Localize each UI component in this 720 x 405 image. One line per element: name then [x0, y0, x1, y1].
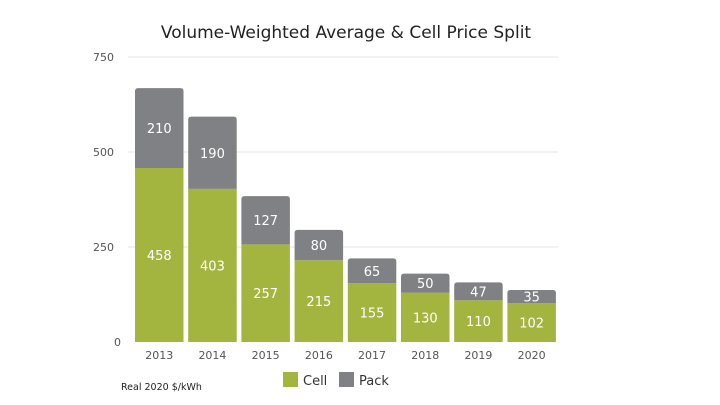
data-label: 458 [147, 249, 172, 264]
data-label: 190 [200, 147, 225, 162]
x-tick-label: 2015 [252, 349, 280, 362]
data-label: 50 [417, 277, 434, 292]
data-label: 102 [519, 317, 544, 332]
data-label: 47 [470, 285, 487, 300]
y-tick-label: 0 [114, 336, 121, 349]
bar-cell [507, 303, 556, 342]
data-label: 210 [147, 122, 172, 137]
bar-group-2014: 403 190 [188, 116, 237, 342]
bar-group-2019: 110 47 [454, 282, 503, 342]
x-tick-label: 2016 [305, 349, 333, 362]
y-tick-label: 750 [93, 51, 114, 64]
y-tick-label: 250 [93, 241, 114, 254]
data-label: 403 [200, 259, 225, 274]
data-label: 35 [523, 291, 540, 306]
bar-group-2018: 130 50 [401, 273, 450, 342]
bar-group-2017: 155 65 [347, 258, 397, 342]
legend-item-cell: Cell [283, 372, 327, 389]
bar-pack [454, 282, 503, 301]
bar-pack [188, 116, 237, 189]
data-label: 257 [253, 287, 278, 302]
data-label: 80 [311, 239, 328, 254]
bar-pack [294, 229, 344, 261]
bar-cell [347, 283, 397, 342]
bar-cell [401, 292, 450, 342]
x-tick-label: 2020 [518, 349, 546, 362]
data-label: 155 [360, 307, 385, 322]
bar-pack [135, 88, 184, 168]
data-label: 130 [413, 311, 438, 326]
bar-group-2015: 257 127 [241, 196, 290, 342]
legend-label: Pack [359, 374, 389, 389]
bar-cell [454, 300, 503, 342]
bar-pack [347, 258, 397, 284]
y-tick-label: 500 [93, 146, 114, 159]
bar-cell [188, 188, 237, 342]
data-label: 127 [253, 214, 278, 229]
bar-group-2020: 102 35 [507, 289, 556, 342]
legend-swatch [339, 372, 354, 387]
legend-item-pack: Pack [339, 372, 389, 389]
legend-swatch [283, 372, 298, 387]
bar-cell [241, 244, 290, 342]
legend-label: Cell [303, 374, 327, 389]
x-tick-label: 2013 [145, 349, 173, 362]
chart-title: Volume-Weighted Average & Cell Price Spl… [161, 23, 532, 43]
x-tick-label: 2017 [358, 349, 386, 362]
bar-cell [135, 167, 184, 342]
x-tick-label: 2014 [198, 349, 226, 362]
unit-note: Real 2020 $/kWh [121, 382, 202, 393]
bar-pack [401, 273, 450, 293]
data-label: 215 [306, 295, 331, 310]
bar-group-2013: 458 210 [135, 88, 184, 342]
data-label: 65 [364, 265, 381, 280]
bar-pack [241, 196, 290, 245]
bar-group-2016: 215 80 [294, 229, 344, 342]
x-tick-label: 2019 [464, 349, 492, 362]
data-label: 110 [466, 315, 491, 330]
bar-cell [294, 260, 344, 342]
x-tick-label: 2018 [411, 349, 439, 362]
bar-pack [507, 289, 556, 304]
